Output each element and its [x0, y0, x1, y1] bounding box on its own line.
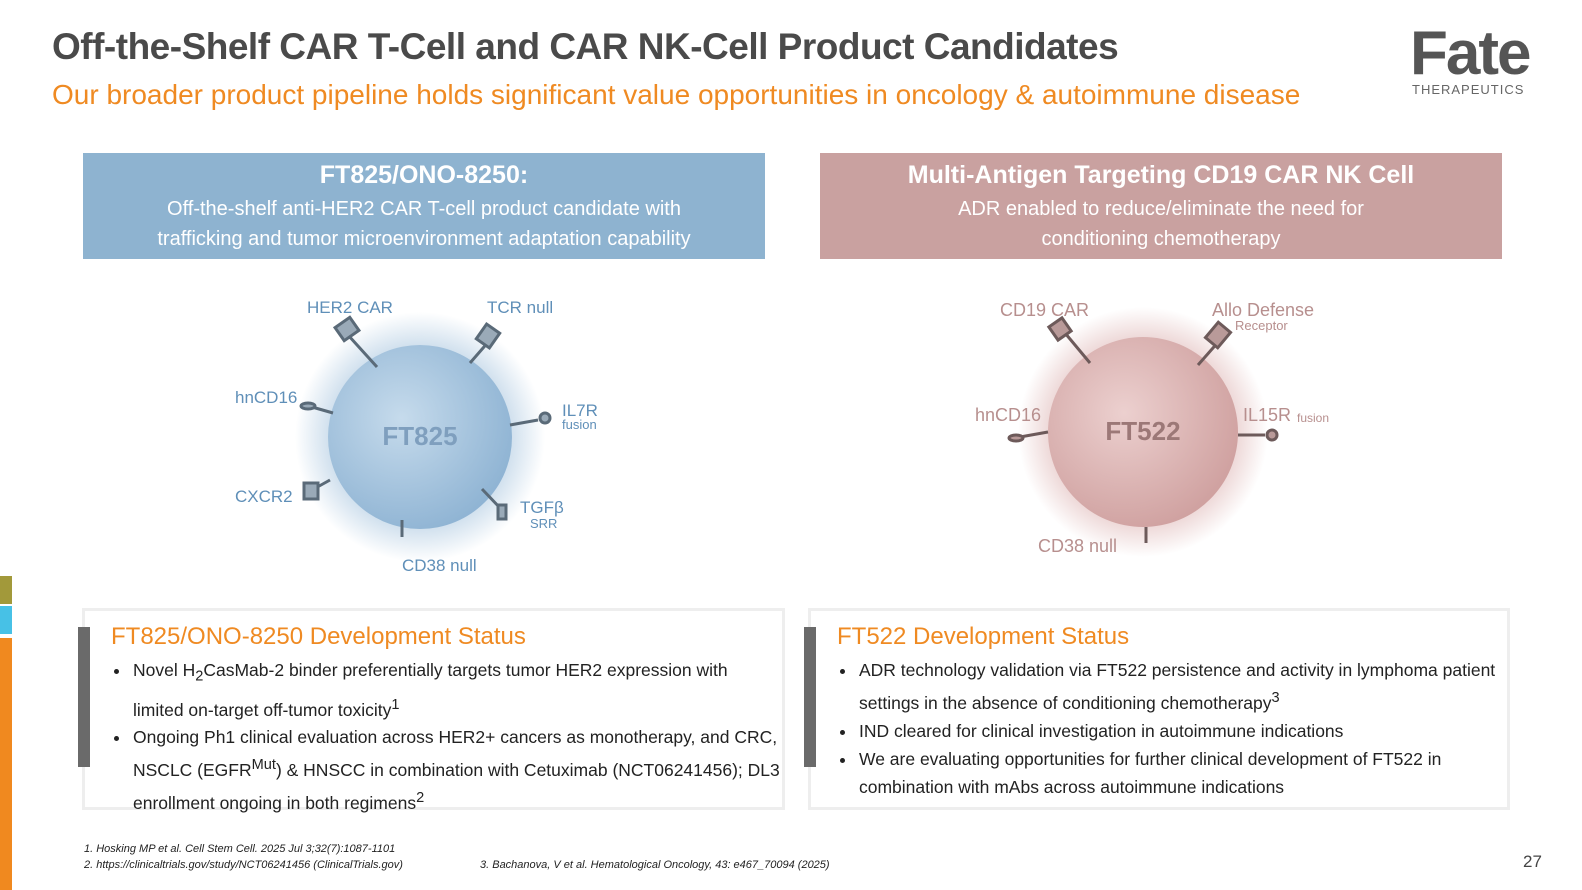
- side-accent-cyan: [0, 606, 12, 634]
- page-number: 27: [1523, 852, 1542, 871]
- ft522-il15r-label: IL15R: [1243, 405, 1291, 425]
- ft522-status-title: FT522 Development Status: [837, 623, 1130, 650]
- ft825-il7r-sub: fusion: [562, 417, 597, 432]
- ft825-banner-desc: Off-the-shelf anti-HER2 CAR T-cell produ…: [157, 198, 691, 250]
- ft825-her2-label: HER2 CAR: [307, 298, 393, 317]
- ft825-cxcr2-label: CXCR2: [235, 487, 293, 506]
- ft825-banner-title: FT825/ONO-8250:: [319, 161, 529, 189]
- ft522-cell-diagram: FT522 CD19 CAR Allo Defense Receptor hnC…: [975, 300, 1329, 557]
- logo-subtitle: THERAPEUTICS: [1412, 82, 1525, 97]
- ft522-banner-title: Multi-Antigen Targeting CD19 CAR NK Cell: [907, 161, 1415, 189]
- ft522-banner-desc: ADR enabled to reduce/eliminate the need…: [958, 198, 1364, 250]
- status-accent-bar: [804, 627, 816, 767]
- status-accent-bar: [78, 627, 90, 767]
- page-title: Off-the-Shelf CAR T-Cell and CAR NK-Cell…: [52, 26, 1119, 67]
- list-item: ADR technology validation via FT522 pers…: [857, 656, 1507, 717]
- ft522-allo-label: Allo Defense: [1212, 300, 1314, 320]
- page-subtitle: Our broader product pipeline holds signi…: [52, 79, 1301, 110]
- side-accent-orange: [0, 638, 12, 890]
- ft522-hncd16-label: hnCD16: [975, 405, 1041, 425]
- side-accent-olive: [0, 576, 12, 604]
- list-item: Ongoing Ph1 clinical evaluation across H…: [131, 723, 782, 817]
- footnote-2: 2. https://clinicaltrials.gov/study/NCT0…: [84, 859, 403, 871]
- ft825-tgfb-sub: SRR: [530, 516, 557, 531]
- ft522-il15r-sub: fusion: [1297, 411, 1329, 425]
- ft522-cd38-label: CD38 null: [1038, 536, 1117, 556]
- ft825-tgfb-label: TGFβ: [520, 498, 564, 517]
- ft522-cell-label: FT522: [1105, 416, 1180, 446]
- ft522-cd19-label: CD19 CAR: [1000, 300, 1089, 320]
- ft825-il7r-label: IL7R: [562, 401, 598, 420]
- ft522-status-list: ADR technology validation via FT522 pers…: [835, 656, 1507, 801]
- ft825-banner: FT825/ONO-8250: Off-the-shelf anti-HER2 …: [83, 153, 765, 259]
- ft825-cell-label: FT825: [382, 421, 457, 451]
- list-item: IND cleared for clinical investigation i…: [857, 717, 1507, 745]
- ft522-allo-sub: Receptor: [1235, 318, 1288, 333]
- ft825-tcr-label: TCR null: [487, 298, 553, 317]
- footnote-3: 3. Bachanova, V et al. Hematological Onc…: [480, 859, 830, 871]
- footnote-1: 1. Hosking MP et al. Cell Stem Cell. 202…: [84, 843, 396, 855]
- logo-word: Fate: [1410, 19, 1531, 88]
- ft825-hncd16-label: hnCD16: [235, 388, 297, 407]
- list-item: We are evaluating opportunities for furt…: [857, 745, 1507, 801]
- ft522-banner: Multi-Antigen Targeting CD19 CAR NK Cell…: [820, 153, 1502, 259]
- ft825-status-title: FT825/ONO-8250 Development Status: [111, 623, 526, 650]
- ft825-status-box: FT825/ONO-8250 Development Status Novel …: [78, 608, 785, 813]
- ft825-cd38-label: CD38 null: [402, 556, 477, 575]
- ft522-status-box: FT522 Development Status ADR technology …: [804, 608, 1510, 810]
- list-item: Novel H2CasMab-2 binder preferentially t…: [131, 656, 782, 723]
- ft825-status-list: Novel H2CasMab-2 binder preferentially t…: [109, 656, 782, 817]
- company-logo: Fate THERAPEUTICS: [1410, 19, 1560, 100]
- ft825-cell-diagram: FT825 HER2 CAR TCR null hnCD16 IL7R fusi…: [235, 298, 598, 575]
